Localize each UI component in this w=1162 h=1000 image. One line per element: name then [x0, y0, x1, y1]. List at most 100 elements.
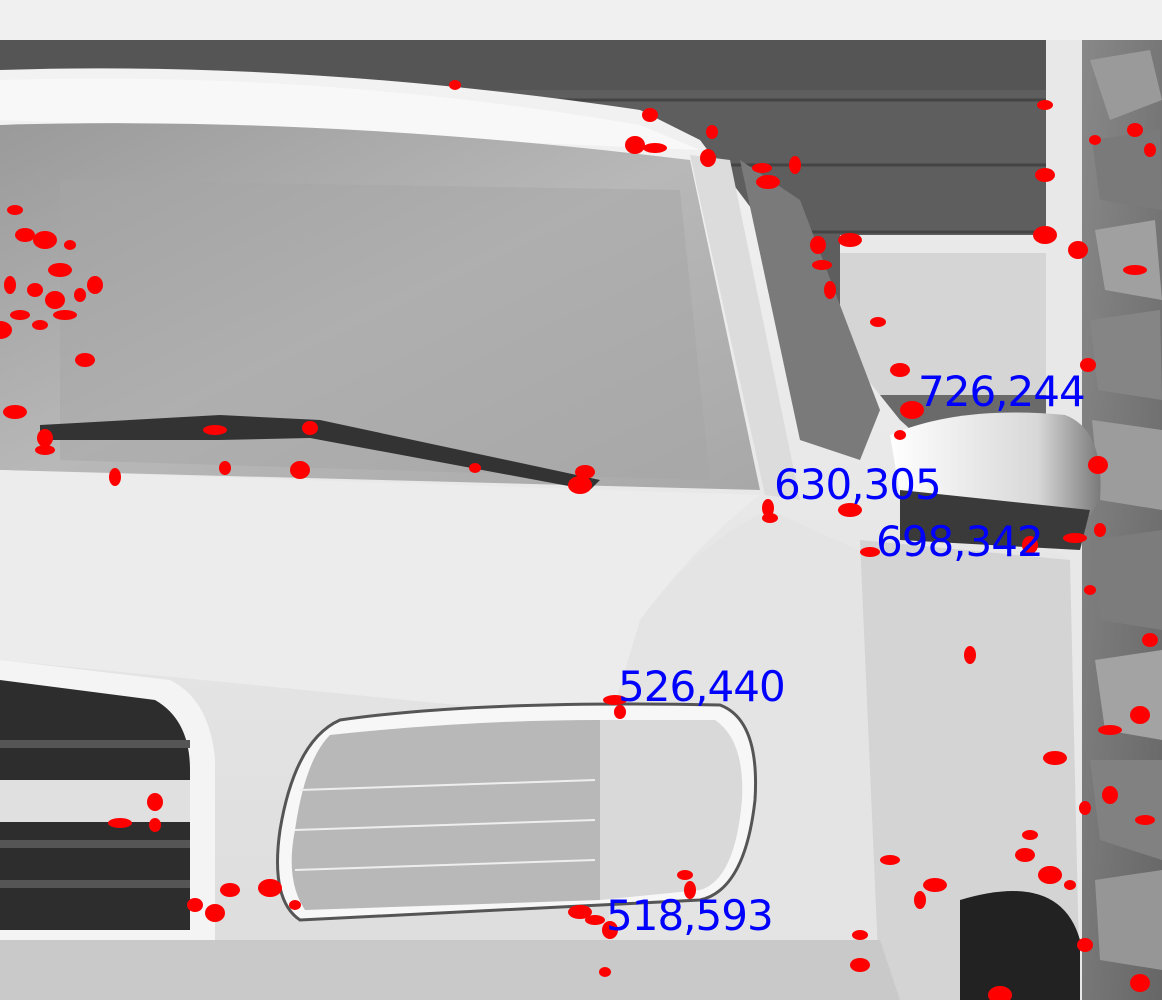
feature-marker: [48, 263, 72, 277]
feature-marker: [756, 175, 780, 189]
feature-marker: [568, 905, 592, 919]
feature-marker: [894, 430, 906, 440]
side-mirror: [890, 412, 1101, 550]
feature-marker: [1084, 585, 1096, 595]
feature-marker: [53, 310, 77, 320]
feature-marker: [684, 881, 696, 899]
feature-marker: [852, 930, 868, 940]
feature-marker: [108, 818, 132, 828]
feature-marker: [64, 240, 76, 250]
feature-marker: [603, 695, 627, 705]
feature-marker: [1088, 456, 1108, 474]
stone-wall: [1082, 40, 1162, 1000]
feature-marker: [880, 855, 900, 865]
feature-marker: [700, 149, 716, 167]
feature-marker: [812, 260, 832, 270]
feature-marker: [7, 205, 23, 215]
feature-marker: [575, 465, 595, 479]
feature-marker: [762, 499, 774, 517]
feature-marker: [4, 276, 16, 294]
feature-marker: [838, 233, 862, 247]
feature-marker: [87, 276, 103, 294]
feature-marker: [838, 503, 862, 517]
feature-marker: [585, 915, 605, 925]
feature-marker: [75, 353, 95, 367]
feature-marker: [706, 125, 718, 139]
feature-marker: [74, 288, 86, 302]
feature-marker: [203, 425, 227, 435]
feature-marker: [1127, 123, 1143, 137]
feature-marker: [1064, 880, 1076, 890]
feature-marker: [850, 958, 870, 972]
feature-marker: [1022, 536, 1038, 554]
feature-marker: [964, 646, 976, 664]
grille: [0, 660, 215, 940]
feature-marker: [677, 870, 693, 880]
image-view[interactable]: 726,244 630,305 698,342 526,440 518,593: [0, 40, 1162, 1000]
feature-marker: [27, 283, 43, 297]
corner-label-630-305: 630,305: [774, 460, 942, 509]
feature-marker: [642, 108, 658, 122]
feature-marker: [15, 228, 35, 242]
feature-marker: [568, 476, 592, 494]
feature-marker: [1135, 815, 1155, 825]
feature-marker: [1022, 830, 1038, 840]
feature-marker: [219, 461, 231, 475]
feature-marker: [752, 163, 772, 173]
corner-label-518-593: 518,593: [606, 891, 774, 940]
feature-marker: [1130, 706, 1150, 724]
feature-marker: [1033, 226, 1057, 244]
feature-marker: [1015, 848, 1035, 862]
feature-marker: [10, 310, 30, 320]
feature-marker: [469, 463, 481, 473]
feature-marker: [1077, 938, 1093, 952]
feature-marker: [1063, 533, 1087, 543]
feature-marker: [0, 321, 12, 339]
feature-marker: [1102, 786, 1118, 804]
feature-marker: [870, 317, 886, 327]
feature-marker: [988, 986, 1012, 1000]
front-bumper: [0, 940, 900, 1000]
feature-marker: [643, 143, 667, 153]
feature-marker: [1079, 801, 1091, 815]
feature-marker: [1080, 358, 1096, 372]
feature-marker: [762, 513, 778, 523]
feature-marker: [37, 429, 53, 447]
feature-marker: [290, 461, 310, 479]
feature-marker: [789, 156, 801, 174]
feature-marker: [860, 547, 880, 557]
feature-marker: [1068, 241, 1088, 259]
feature-markers: [0, 80, 1158, 1000]
photo-canvas: [0, 40, 1162, 1000]
feature-marker: [258, 879, 282, 897]
feature-marker: [1130, 974, 1150, 992]
feature-marker: [614, 705, 626, 719]
feature-marker: [449, 80, 461, 90]
feature-marker: [187, 898, 203, 912]
corner-label-698-342: 698,342: [876, 517, 1044, 566]
feature-marker: [1142, 633, 1158, 647]
corner-label-526-440: 526,440: [618, 662, 786, 711]
feature-marker: [45, 291, 65, 309]
feature-marker: [900, 401, 924, 419]
feature-marker: [1123, 265, 1147, 275]
toolbar-area: [0, 0, 1162, 40]
feature-marker: [890, 363, 910, 377]
feature-marker: [220, 883, 240, 897]
feature-marker: [923, 878, 947, 892]
feature-marker: [289, 900, 301, 910]
feature-marker: [1144, 143, 1156, 157]
corner-label-726-244: 726,244: [918, 367, 1086, 416]
feature-marker: [3, 405, 27, 419]
feature-marker: [824, 281, 836, 299]
feature-marker: [1037, 100, 1053, 110]
feature-marker: [302, 421, 318, 435]
feature-marker: [1094, 523, 1106, 537]
feature-marker: [205, 904, 225, 922]
feature-marker: [109, 468, 121, 486]
feature-marker: [1035, 168, 1055, 182]
feature-marker: [810, 236, 826, 254]
feature-marker: [1089, 135, 1101, 145]
feature-marker: [599, 967, 611, 977]
feature-marker: [625, 136, 645, 154]
